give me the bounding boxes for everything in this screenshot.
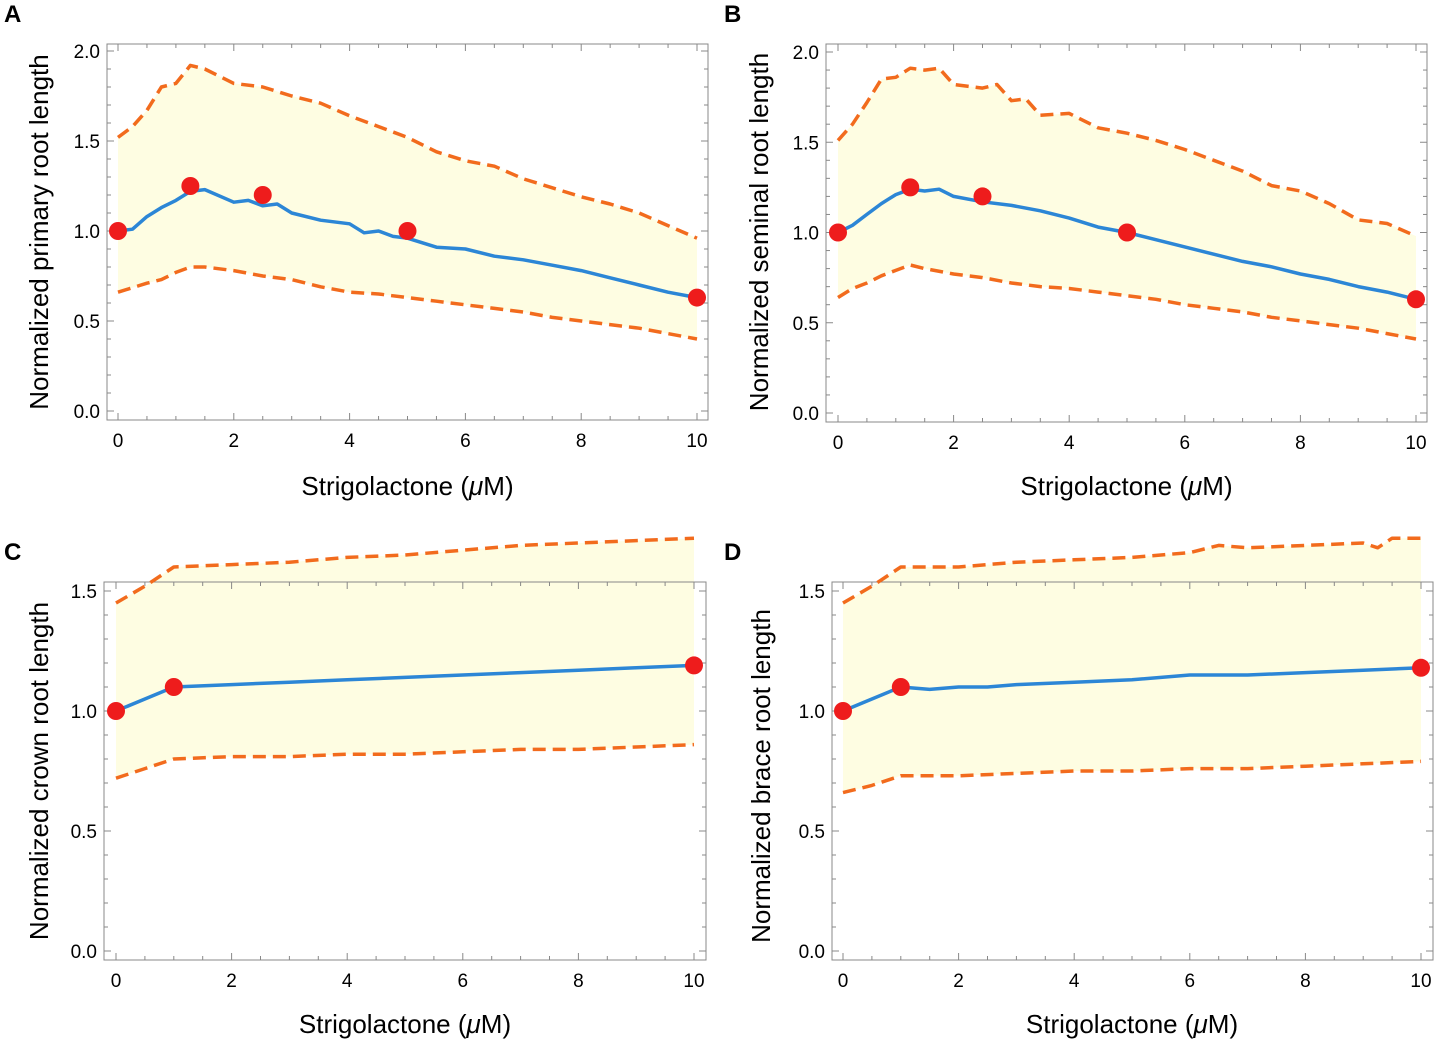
panel-b-plot: 0 2 4 6 8 10 0.0 0.5 1.0 1.5 2.0 bbox=[793, 43, 1428, 454]
panel-b: B 0 2 4 6 8 10 0.0 0.5 1.0 1.5 2.0 Strigolactone (… bbox=[724, 1, 1428, 501]
panel-letter: A bbox=[4, 1, 21, 28]
y-tick-label: 1.5 bbox=[71, 582, 97, 603]
y-tick-label: 2.0 bbox=[793, 43, 819, 64]
y-axis-title: Normalized brace root length bbox=[746, 609, 776, 943]
y-tick-label: 0.5 bbox=[74, 312, 100, 333]
x-tick-label: 8 bbox=[573, 971, 584, 992]
panel-d: D 0 2 4 6 8 10 0.0 0.5 1.0 1.5 Strigolactone (μM)… bbox=[724, 536, 1434, 1039]
x-tick-label: 8 bbox=[576, 431, 587, 452]
x-tick-label: 10 bbox=[686, 431, 707, 452]
upper-bound-line bbox=[836, 66, 1417, 238]
x-tick-label: 10 bbox=[1405, 433, 1426, 454]
y-axis-title: Normalized seminal root length bbox=[744, 53, 774, 411]
lower-bound-line bbox=[837, 263, 1417, 341]
data-point bbox=[398, 222, 417, 240]
x-tick-label: 4 bbox=[1069, 971, 1080, 992]
y-tick-label: 0.0 bbox=[799, 942, 825, 963]
data-point bbox=[109, 222, 127, 240]
x-tick-label: 0 bbox=[838, 971, 849, 992]
y-tick-label: 0.0 bbox=[793, 404, 819, 425]
x-tick-label: 2 bbox=[226, 971, 237, 992]
y-tick-label: 1.0 bbox=[793, 224, 819, 245]
y-tick-label: 1.0 bbox=[71, 702, 97, 723]
y-tick-label: 1.5 bbox=[793, 133, 819, 154]
panel-letter: D bbox=[724, 539, 741, 566]
y-tick-label: 0.5 bbox=[799, 822, 825, 843]
y-tick-label: 0.5 bbox=[71, 822, 97, 843]
x-tick-label: 6 bbox=[458, 971, 469, 992]
data-point bbox=[688, 288, 706, 307]
x-tick-label: 4 bbox=[1064, 433, 1075, 454]
data-point bbox=[1412, 658, 1430, 677]
mean-line bbox=[837, 187, 1417, 301]
x-axis-title: Strigolactone (μM) bbox=[301, 471, 513, 501]
data-point bbox=[829, 223, 847, 242]
lower-bound-line bbox=[117, 265, 698, 341]
panel-c-plot: 0 2 4 6 8 10 0.0 0.5 1.0 1.5 bbox=[71, 536, 707, 992]
x-axis-title: Strigolactone (μM) bbox=[299, 1009, 511, 1039]
data-point bbox=[164, 678, 183, 696]
x-tick-label: 0 bbox=[113, 431, 124, 452]
data-point bbox=[973, 187, 992, 206]
data-point bbox=[685, 656, 703, 675]
data-point bbox=[901, 178, 920, 197]
y-tick-label: 2.0 bbox=[74, 42, 100, 63]
y-axis-title: Normalized primary root length bbox=[24, 54, 54, 409]
x-tick-label: 6 bbox=[460, 431, 471, 452]
x-tick-label: 2 bbox=[953, 971, 964, 992]
data-point bbox=[107, 702, 125, 720]
upper-bound-line bbox=[115, 536, 695, 605]
x-axis-title: Strigolactone (μM) bbox=[1020, 471, 1232, 501]
x-tick-label: 8 bbox=[1300, 971, 1311, 992]
y-tick-label: 0.0 bbox=[74, 402, 100, 423]
x-tick-label: 4 bbox=[342, 971, 353, 992]
x-tick-label: 6 bbox=[1180, 433, 1191, 454]
x-tick-label: 2 bbox=[948, 433, 959, 454]
mean-line bbox=[117, 187, 698, 300]
y-tick-label: 0.5 bbox=[793, 314, 819, 335]
x-axis-title: Strigolactone (μM) bbox=[1026, 1009, 1238, 1039]
y-tick-label: 1.0 bbox=[74, 222, 100, 243]
panel-c: C 0 2 4 6 8 10 0.0 0.5 1.0 1.5 Strigolactone (μM)… bbox=[4, 536, 707, 1039]
confidence-band bbox=[116, 538, 694, 779]
data-point bbox=[834, 702, 852, 720]
confidence-band bbox=[838, 68, 1416, 339]
upper-bound-line bbox=[842, 536, 1421, 605]
x-tick-label: 10 bbox=[683, 971, 704, 992]
x-tick-label: 0 bbox=[111, 971, 122, 992]
data-point bbox=[181, 177, 200, 195]
y-axis-title: Normalized crown root length bbox=[24, 602, 54, 940]
y-tick-label: 1.5 bbox=[74, 132, 100, 153]
lower-bound-line bbox=[842, 759, 1422, 795]
x-tick-label: 6 bbox=[1185, 971, 1196, 992]
y-tick-label: 1.5 bbox=[799, 582, 825, 603]
y-tick-label: 0.0 bbox=[71, 942, 97, 963]
data-point bbox=[1118, 223, 1136, 242]
panel-letter: C bbox=[4, 539, 21, 566]
data-point bbox=[1407, 290, 1425, 309]
x-tick-label: 8 bbox=[1295, 433, 1306, 454]
x-tick-label: 0 bbox=[833, 433, 844, 454]
panel-a: A 0 2 4 6 8 10 0.0 0.5 1.0 1.5 2.0 Strigolactone (… bbox=[4, 1, 709, 501]
panel-letter: B bbox=[724, 1, 741, 28]
x-tick-label: 2 bbox=[229, 431, 240, 452]
lower-bound-line bbox=[115, 742, 695, 780]
confidence-band bbox=[118, 65, 697, 340]
upper-bound-line bbox=[116, 63, 698, 240]
x-tick-label: 4 bbox=[344, 431, 355, 452]
panel-d-plot: 0 2 4 6 8 10 0.0 0.5 1.0 1.5 bbox=[799, 536, 1434, 992]
data-point bbox=[253, 186, 272, 204]
panel-a-plot: 0 2 4 6 8 10 0.0 0.5 1.0 1.5 2.0 bbox=[74, 42, 709, 452]
y-tick-label: 1.0 bbox=[799, 702, 825, 723]
confidence-band bbox=[843, 538, 1421, 793]
data-point bbox=[891, 678, 910, 696]
x-tick-label: 10 bbox=[1410, 971, 1431, 992]
